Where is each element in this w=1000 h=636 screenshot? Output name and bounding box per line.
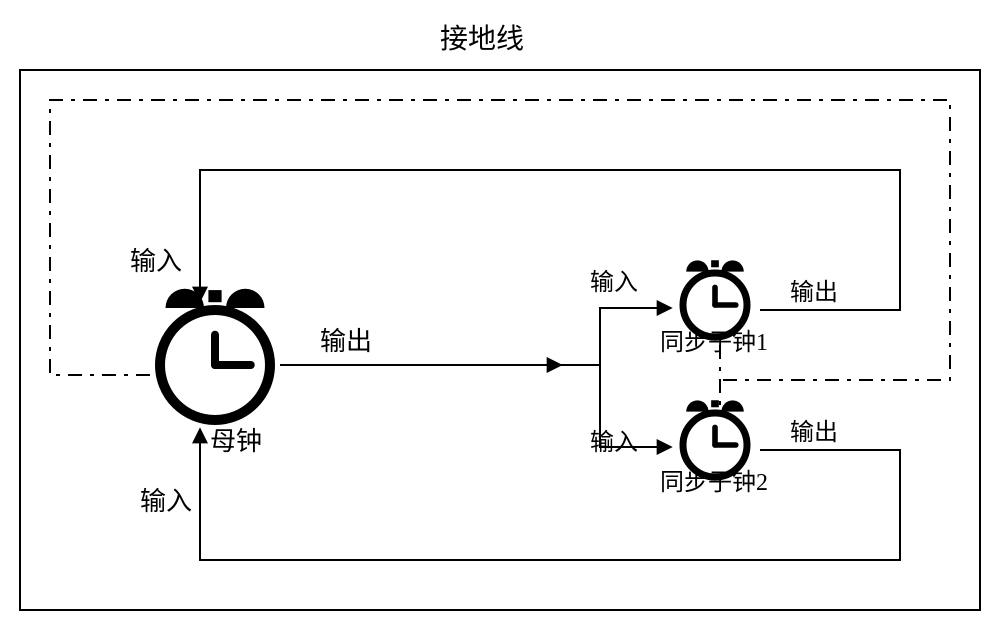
- label-master_in_top: 输入: [130, 247, 182, 276]
- master-clock-icon: [160, 289, 270, 420]
- label-sub2_out: 输出: [790, 419, 838, 446]
- label-sub_clock_2: 同步子钟2: [660, 469, 768, 496]
- label-master_in_bottom: 输入: [140, 487, 192, 516]
- label-ground_line: 接地线: [440, 23, 524, 55]
- label-sub1_out: 输出: [790, 279, 838, 306]
- label-sub1_in: 输入: [590, 269, 638, 296]
- label-sub2_in: 输入: [590, 429, 638, 456]
- feedback-bottom: [200, 430, 900, 560]
- sub-clock-1-icon: [683, 260, 747, 337]
- sub-clock-2-icon: [683, 400, 747, 477]
- label-master_clock: 母钟: [210, 427, 262, 456]
- branch-sub1: [560, 308, 670, 365]
- label-sub_clock_1: 同步子钟1: [660, 329, 768, 356]
- label-master_out: 输出: [320, 327, 372, 356]
